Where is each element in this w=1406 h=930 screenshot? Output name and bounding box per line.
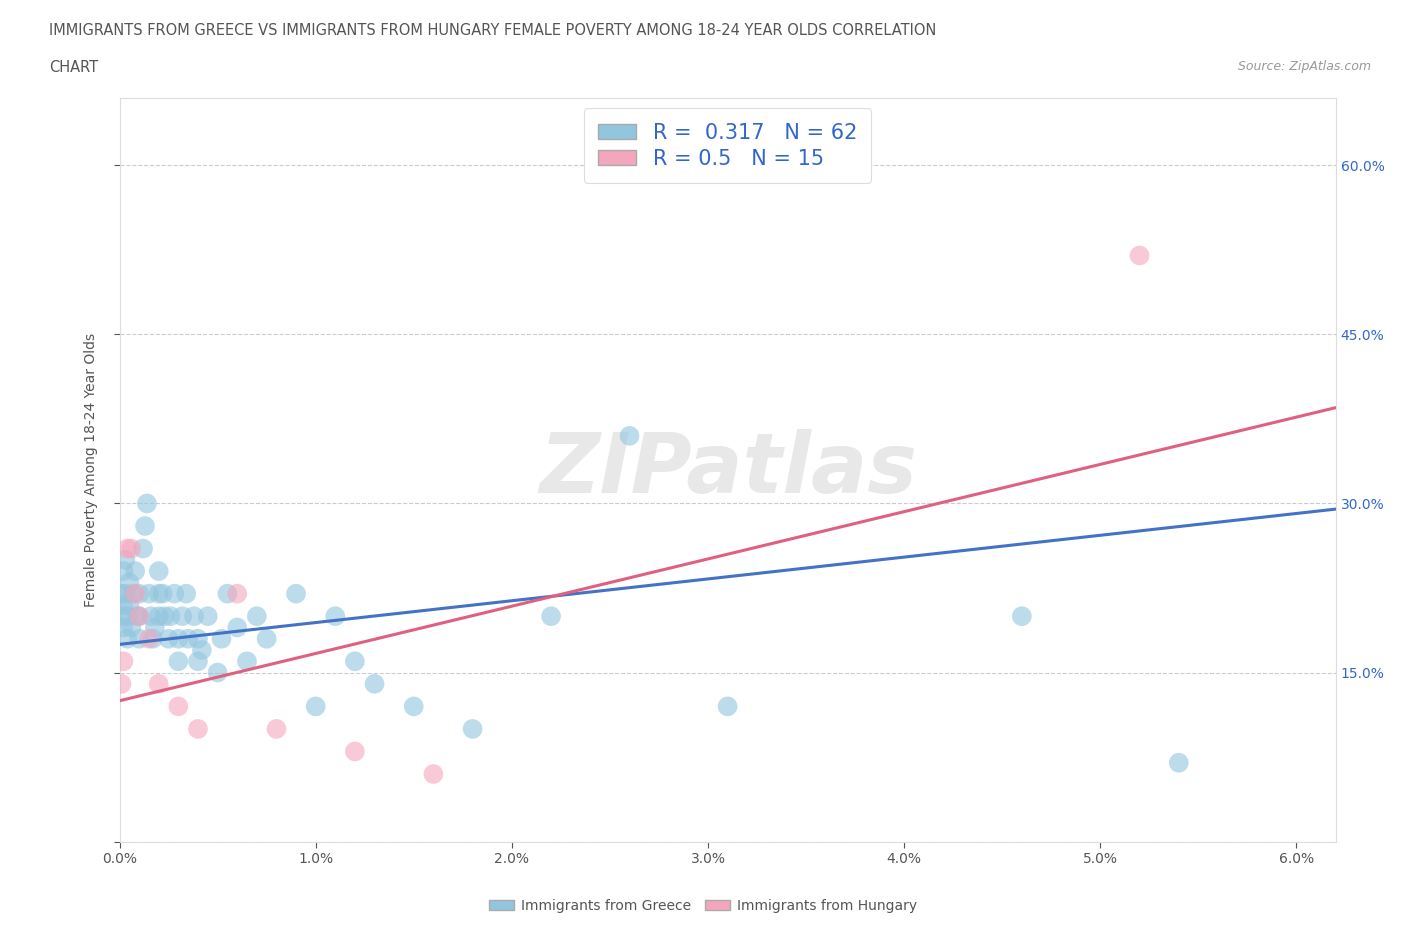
Point — [132, 541, 155, 556]
Point — [167, 631, 190, 646]
Point — [148, 586, 170, 601]
Point — [112, 564, 135, 578]
Point — [1167, 755, 1189, 770]
Point — [114, 586, 136, 601]
Point — [183, 609, 205, 624]
Point — [134, 519, 156, 534]
Point — [461, 722, 484, 737]
Text: IMMIGRANTS FROM GREECE VS IMMIGRANTS FROM HUNGARY FEMALE POVERTY AMONG 18-24 YEA: IMMIGRANTS FROM GREECE VS IMMIGRANTS FRO… — [49, 23, 936, 38]
Point — [207, 665, 229, 680]
Point — [117, 609, 139, 624]
Point — [246, 609, 269, 624]
Point — [136, 496, 159, 511]
Point — [120, 620, 142, 635]
Point — [226, 620, 249, 635]
Point — [110, 586, 132, 601]
Point — [153, 609, 176, 624]
Point — [139, 609, 162, 624]
Point — [127, 609, 149, 624]
Point — [112, 597, 135, 612]
Point — [174, 586, 197, 601]
Point — [124, 564, 146, 578]
Point — [305, 699, 328, 714]
Point — [363, 676, 385, 691]
Point — [402, 699, 425, 714]
Point — [217, 586, 239, 601]
Point — [117, 541, 139, 556]
Point — [148, 676, 170, 691]
Point — [236, 654, 259, 669]
Point — [226, 586, 249, 601]
Point — [128, 609, 150, 624]
Point — [256, 631, 278, 646]
Point — [138, 586, 160, 601]
Point — [138, 631, 160, 646]
Point — [148, 609, 170, 624]
Point — [114, 552, 136, 567]
Point — [167, 654, 190, 669]
Point — [110, 676, 132, 691]
Point — [117, 631, 139, 646]
Point — [285, 586, 308, 601]
Point — [187, 722, 209, 737]
Point — [142, 631, 165, 646]
Point — [619, 429, 641, 444]
Point — [112, 620, 135, 635]
Point — [124, 586, 146, 601]
Point — [177, 631, 200, 646]
Point — [167, 699, 190, 714]
Point — [159, 609, 181, 624]
Point — [152, 586, 174, 601]
Legend: R =  0.317   N = 62, R = 0.5   N = 15: R = 0.317 N = 62, R = 0.5 N = 15 — [583, 108, 872, 183]
Point — [422, 766, 444, 781]
Y-axis label: Female Poverty Among 18-24 Year Olds: Female Poverty Among 18-24 Year Olds — [84, 333, 98, 606]
Point — [118, 575, 141, 590]
Point — [128, 609, 150, 624]
Point — [112, 654, 135, 669]
Text: CHART: CHART — [49, 60, 98, 75]
Point — [118, 597, 141, 612]
Point — [157, 631, 180, 646]
Point — [143, 620, 166, 635]
Point — [148, 564, 170, 578]
Point — [197, 609, 219, 624]
Point — [128, 631, 150, 646]
Point — [110, 609, 132, 624]
Point — [211, 631, 233, 646]
Legend: Immigrants from Greece, Immigrants from Hungary: Immigrants from Greece, Immigrants from … — [484, 894, 922, 919]
Point — [163, 586, 186, 601]
Point — [187, 654, 209, 669]
Point — [187, 631, 209, 646]
Point — [1011, 609, 1033, 624]
Point — [343, 654, 366, 669]
Point — [120, 541, 142, 556]
Point — [343, 744, 366, 759]
Point — [191, 643, 214, 658]
Point — [1128, 248, 1150, 263]
Point — [266, 722, 288, 737]
Text: Source: ZipAtlas.com: Source: ZipAtlas.com — [1237, 60, 1371, 73]
Point — [717, 699, 740, 714]
Point — [540, 609, 562, 624]
Point — [128, 586, 150, 601]
Point — [172, 609, 194, 624]
Point — [122, 586, 145, 601]
Point — [323, 609, 346, 624]
Text: ZIPatlas: ZIPatlas — [538, 429, 917, 511]
